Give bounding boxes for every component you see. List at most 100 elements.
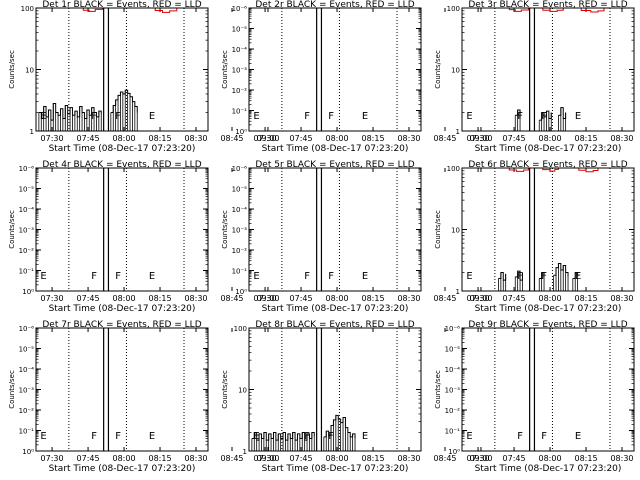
y-tick-label: 10⁻⁴	[19, 366, 35, 374]
x-tick-label: 07:45	[77, 454, 100, 463]
y-tick-label: 10⁻²	[232, 247, 248, 255]
x-tick-label: 07:45	[503, 294, 526, 303]
x-tick-label: 08:00	[326, 294, 349, 303]
x-tick-label: 08:30	[397, 454, 420, 463]
x-tick-label: 08:45	[220, 294, 243, 303]
y-tick-label: 10⁻³	[232, 67, 248, 75]
marker-label: E	[253, 431, 259, 442]
x-tick-label: 08:30	[184, 294, 207, 303]
x-tick-label: 08:00	[326, 454, 349, 463]
x-tick-label: 07:30	[254, 294, 277, 303]
x-axis-label: Start Time (08-Dec-17 07:23:20)	[49, 464, 196, 474]
panel-3: Det 3r BLACK = Events, RED = LLD Counts/s…	[434, 0, 635, 154]
x-tick-label: 07:30	[41, 454, 64, 463]
plot-frame	[461, 167, 635, 292]
y-tick-label: 10⁻⁵	[445, 346, 461, 354]
events-series-line	[251, 431, 315, 441]
y-tick-label: 10⁻²	[19, 407, 35, 415]
events-series-line	[572, 271, 579, 279]
x-tick-label: 08:45	[220, 454, 243, 463]
marker-label: F	[517, 431, 523, 442]
y-tick-label: 10⁻⁵	[232, 186, 248, 194]
x-tick-label: 08:15	[574, 454, 597, 463]
y-tick-label: 10⁻⁶	[19, 165, 35, 173]
x-tick-label: 07:45	[77, 134, 100, 143]
y-tick-label: 1	[456, 128, 460, 136]
x-tick-label: 08:15	[361, 294, 384, 303]
lld-series-line	[572, 7, 605, 13]
x-tick-label: 07:45	[77, 294, 100, 303]
marker-label: F	[115, 431, 121, 442]
panel-title: Det 3r BLACK = Events, RED = LLD	[468, 0, 627, 10]
events-series-line	[539, 110, 552, 121]
x-tick-label: 09:00	[256, 294, 279, 303]
events-series-line	[323, 414, 356, 439]
y-axis-label: Counts/sec	[434, 50, 442, 89]
panel-7: Det 7r BLACK = Events, RED = LLD Counts/s…	[8, 320, 280, 474]
panel-title: Det 7r BLACK = Events, RED = LLD	[42, 320, 201, 330]
marker-label: F	[304, 271, 310, 282]
y-tick-label: 10⁰	[22, 448, 34, 456]
x-tick-label: 08:15	[574, 134, 597, 143]
y-tick-label: 10⁻⁶	[232, 165, 248, 173]
y-tick-label: 100	[234, 325, 247, 333]
y-tick-label: 10⁻¹	[19, 428, 35, 436]
marker-label: F	[541, 271, 547, 282]
x-tick-label: 07:45	[290, 134, 313, 143]
panel-8: Det 8r BLACK = Events, RED = LLD Counts/s…	[221, 320, 493, 474]
marker-label: E	[466, 431, 472, 442]
plot-frame	[35, 7, 209, 132]
x-tick-label: 08:45	[433, 294, 456, 303]
x-tick-label: 07:45	[503, 134, 526, 143]
marker-label: E	[575, 111, 581, 122]
marker-label: F	[304, 111, 310, 122]
y-tick-label: 10	[25, 67, 34, 75]
marker-label: E	[149, 271, 155, 282]
x-tick-label: 08:45	[433, 454, 456, 463]
panel-9: Det 9r BLACK = Events, RED = LLD Counts/s…	[434, 320, 635, 474]
marker-label: E	[40, 431, 46, 442]
x-tick-label: 08:45	[220, 134, 243, 143]
y-axis-label: Counts/sec	[8, 210, 16, 249]
marker-label: F	[91, 111, 97, 122]
y-axis-label: Counts/sec	[434, 210, 442, 249]
marker-label: E	[149, 431, 155, 442]
x-tick-label: 08:15	[148, 134, 171, 143]
events-series-line	[38, 103, 102, 121]
x-tick-label: 09:00	[256, 454, 279, 463]
y-tick-label: 10⁻³	[19, 387, 35, 395]
marker-label: F	[328, 111, 334, 122]
y-tick-label: 10⁻¹	[19, 268, 35, 276]
marker-label: F	[517, 271, 523, 282]
marker-label: E	[466, 111, 472, 122]
x-axis-label: Start Time (08-Dec-17 07:23:20)	[262, 304, 409, 314]
y-tick-label: 10⁰	[235, 288, 247, 296]
marker-label: F	[91, 271, 97, 282]
y-tick-label: 10⁻³	[19, 227, 35, 235]
panel-title: Det 5r BLACK = Events, RED = LLD	[255, 160, 414, 170]
panel-2: Det 2r BLACK = Events, RED = LLD Counts/s…	[221, 0, 493, 154]
x-tick-label: 08:30	[397, 294, 420, 303]
y-tick-label: 1	[30, 128, 34, 136]
marker-label: E	[40, 271, 46, 282]
y-tick-label: 10⁻⁴	[445, 366, 461, 374]
y-tick-label: 10⁰	[235, 128, 247, 136]
y-tick-label: 10⁻⁵	[19, 346, 35, 354]
panel-title: Det 9r BLACK = Events, RED = LLD	[468, 320, 627, 330]
panel-4: Det 4r BLACK = Events, RED = LLD Counts/s…	[8, 160, 280, 314]
x-axis-label: Start Time (08-Dec-17 07:23:20)	[475, 304, 622, 314]
events-series-line	[110, 89, 138, 113]
plot-frame	[461, 7, 635, 132]
x-tick-label: 08:30	[397, 134, 420, 143]
y-tick-label: 10⁻²	[19, 247, 35, 255]
x-tick-label: 08:30	[184, 454, 207, 463]
y-axis-label: Counts/sec	[221, 370, 229, 409]
x-tick-label: 07:45	[290, 294, 313, 303]
x-tick-label: 07:30	[254, 454, 277, 463]
events-series-line	[498, 271, 507, 281]
panel-6: Det 6r BLACK = Events, RED = LLD Counts/s…	[434, 160, 635, 314]
lld-series-line	[77, 7, 103, 12]
x-axis-label: Start Time (08-Dec-17 07:23:20)	[49, 304, 196, 314]
lld-series-line	[572, 167, 599, 173]
